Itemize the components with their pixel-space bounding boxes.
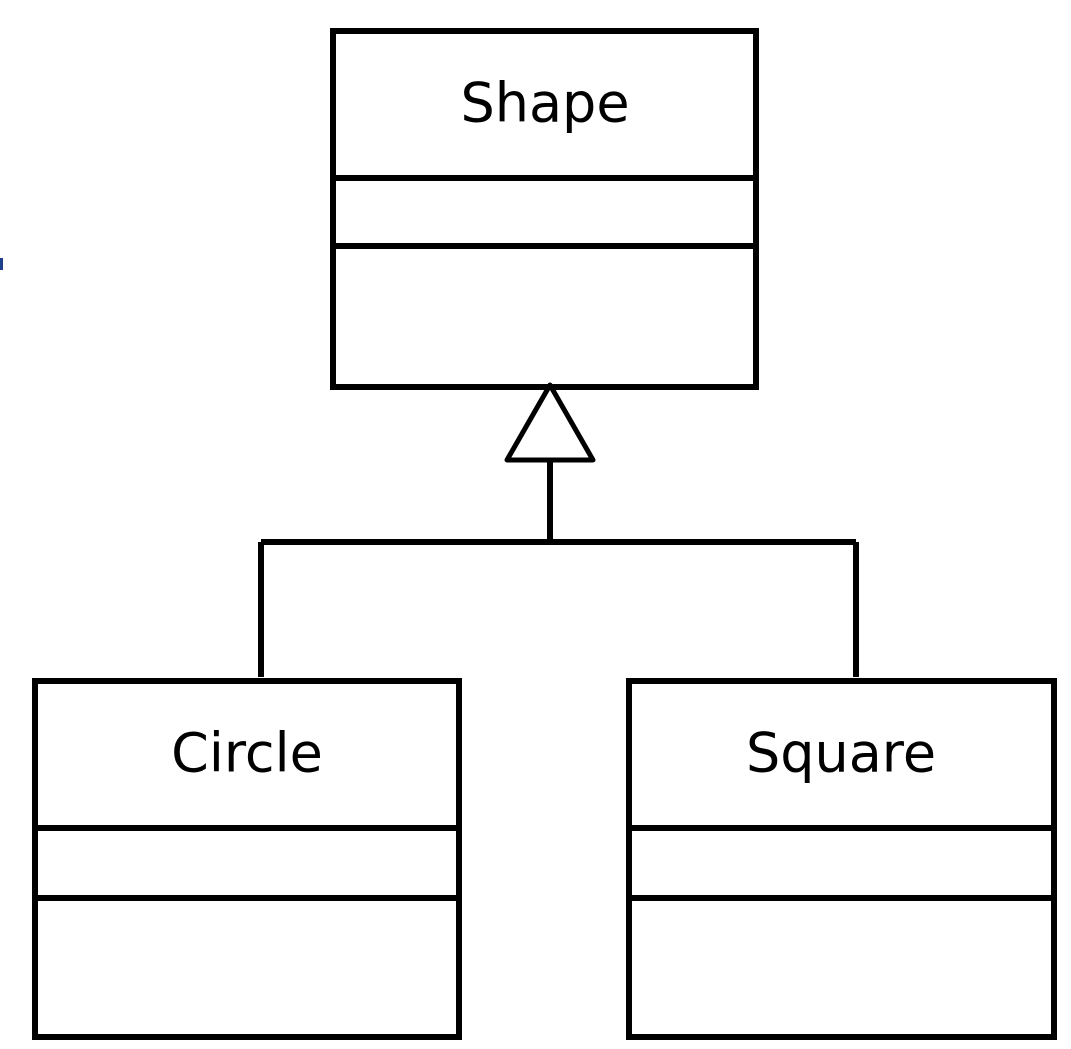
class-square-attributes-compartment	[626, 825, 1057, 901]
tiny-mark	[0, 258, 3, 270]
class-shape-methods-compartment	[330, 243, 759, 390]
class-circle-methods-compartment	[32, 895, 462, 1040]
class-shape-label: Shape	[460, 72, 629, 135]
generalization-arrow-icon	[504, 382, 596, 463]
class-shape[interactable]: Shape	[330, 28, 759, 390]
class-square[interactable]: Square	[626, 678, 1057, 1040]
class-square-methods-compartment	[626, 895, 1057, 1040]
class-circle[interactable]: Circle	[32, 678, 462, 1040]
inheritance-connector	[258, 382, 859, 677]
class-shape-attributes-compartment	[330, 175, 759, 249]
class-shape-name-compartment	[330, 28, 759, 181]
class-circle-attributes-compartment	[32, 825, 462, 901]
class-square-label: Square	[746, 722, 936, 785]
class-circle-label: Circle	[171, 722, 323, 785]
class-square-name-compartment	[626, 678, 1057, 831]
